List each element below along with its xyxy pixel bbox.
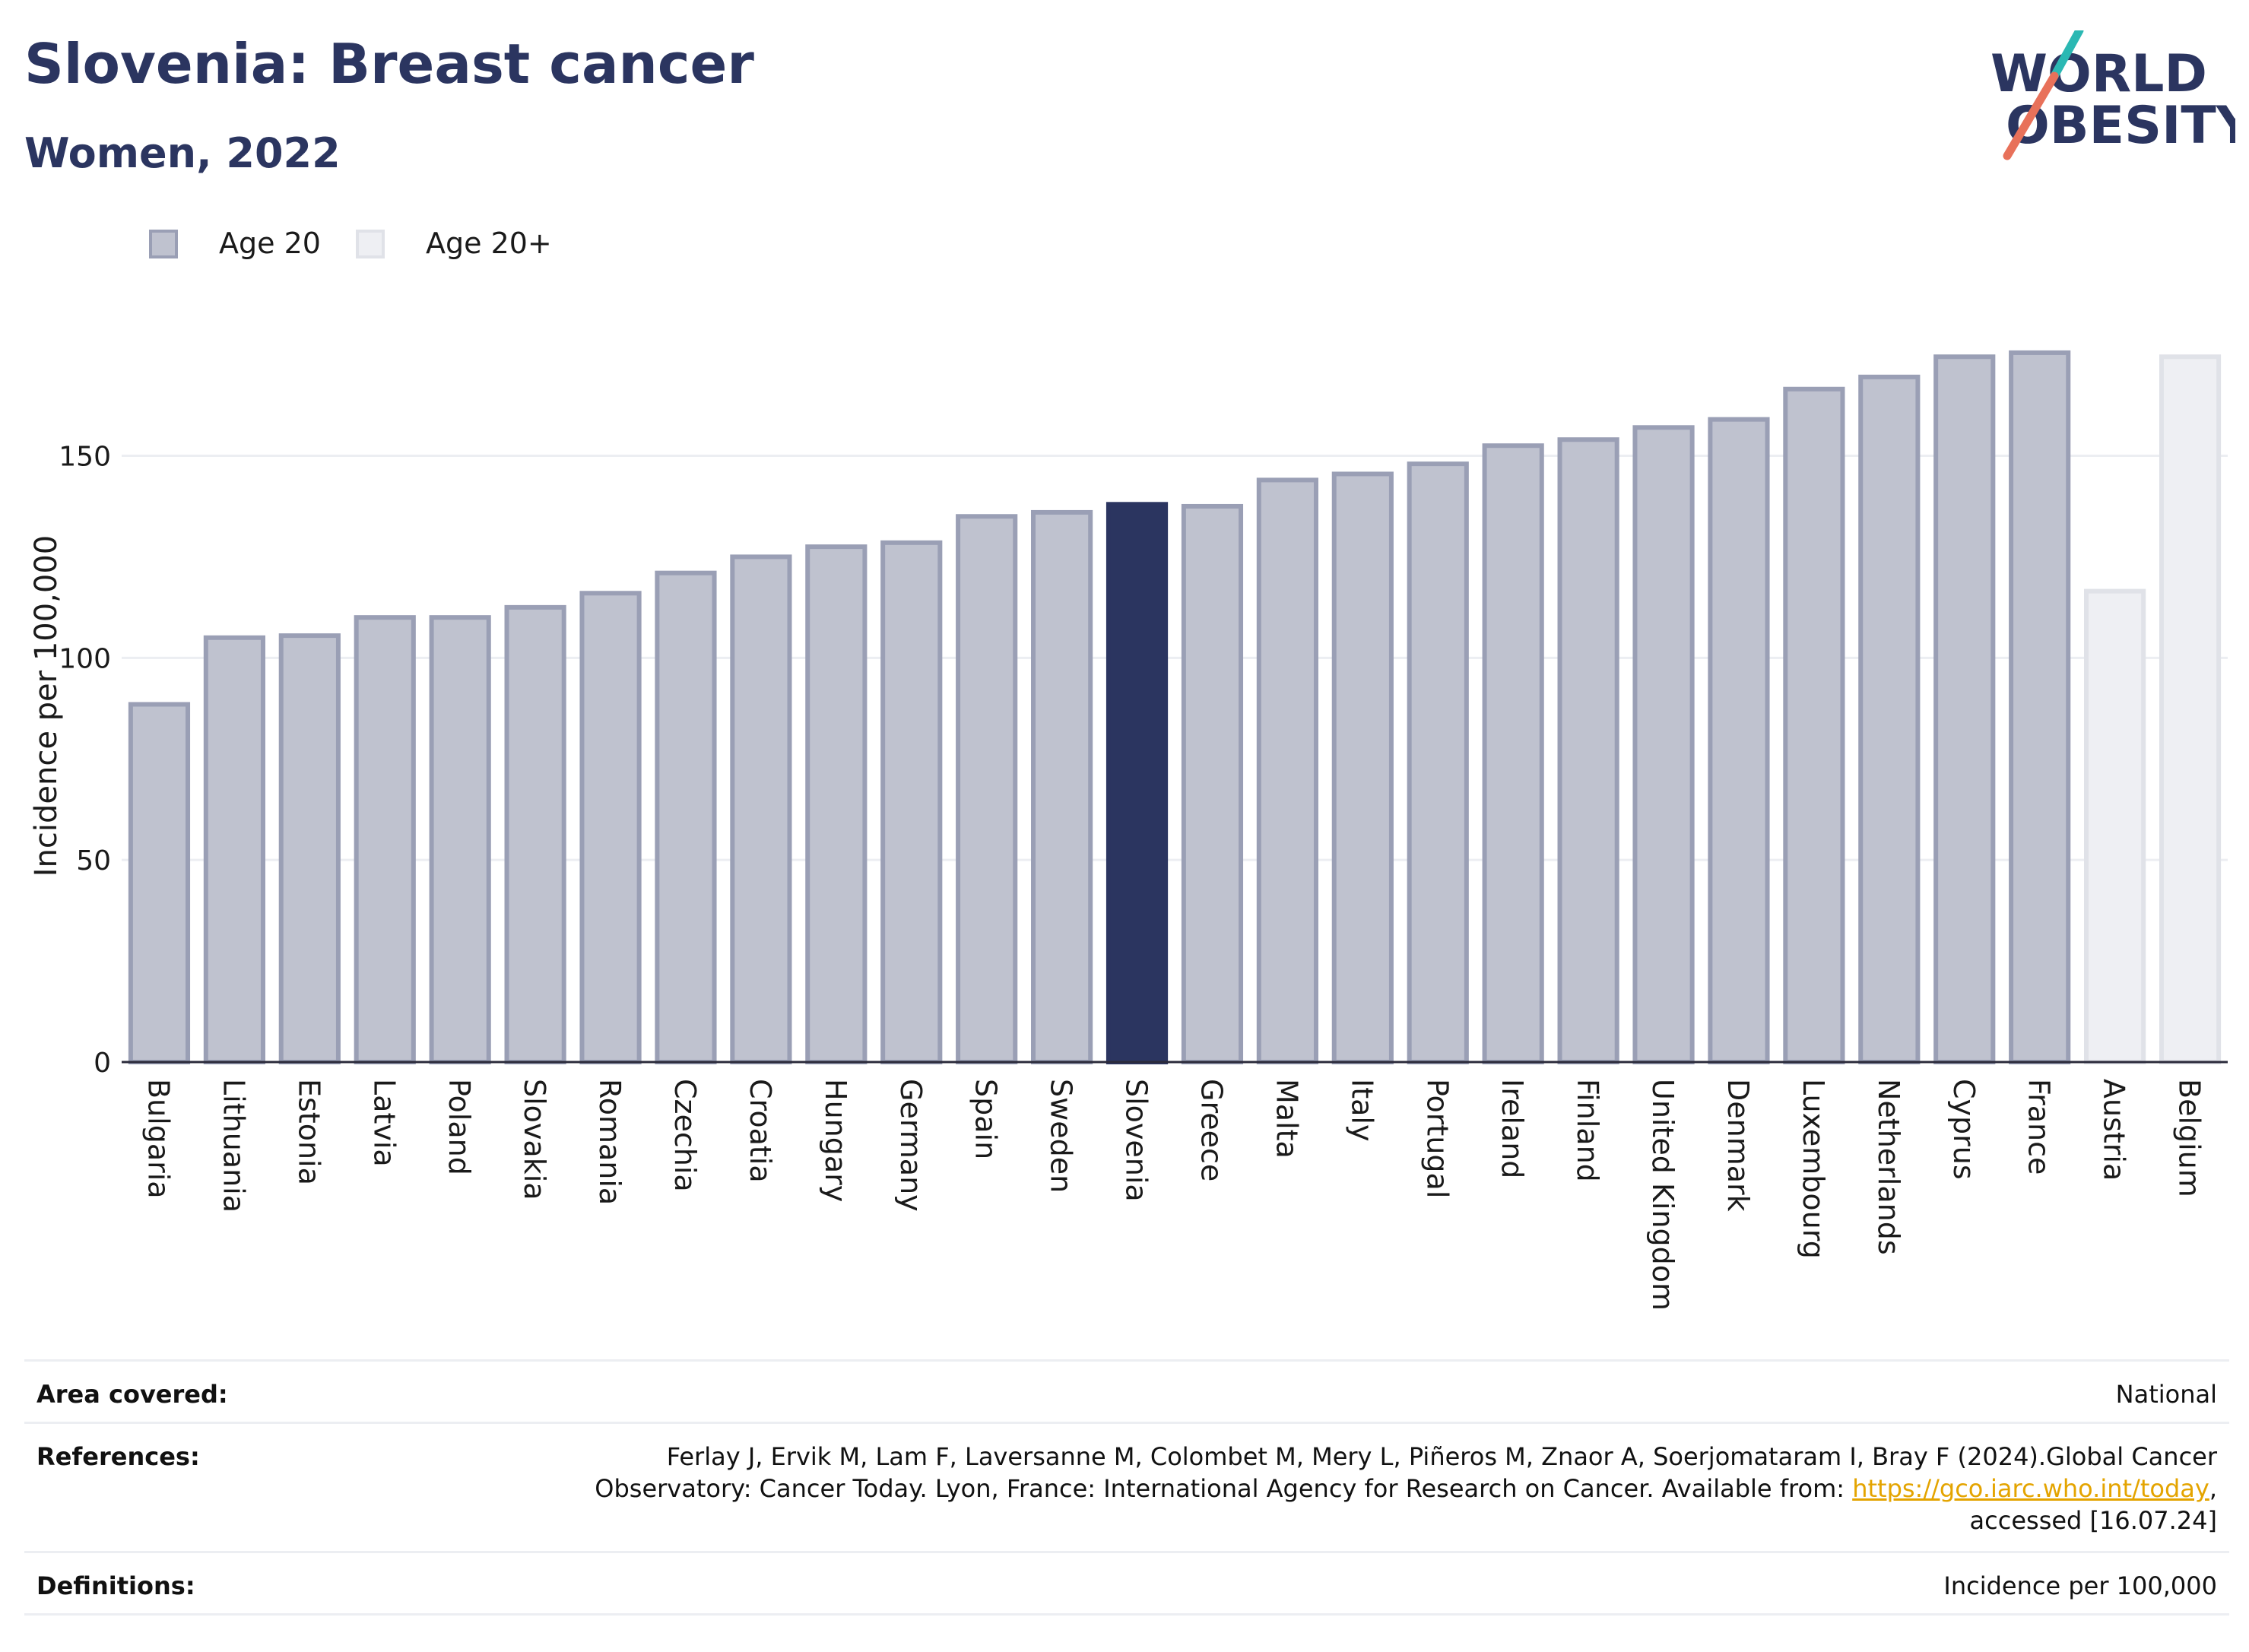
bar-austria bbox=[2084, 588, 2146, 1064]
chart-subtitle: Women, 2022 bbox=[24, 129, 341, 177]
y-tick-label-0: 0 bbox=[94, 1048, 111, 1079]
legend-swatch-age20 bbox=[149, 230, 178, 258]
bar-chart: 0 50 100 150 Incidence per 100,000 Bulgaria Li… bbox=[29, 350, 2228, 1311]
bar-slovenia bbox=[1105, 502, 1169, 1064]
x-tick-label-belgium: Belgium bbox=[2173, 1079, 2206, 1197]
x-tick-label-ireland: Ireland bbox=[1496, 1079, 1529, 1178]
bar-luxembourg bbox=[1783, 386, 1845, 1064]
x-tick-label-hungary: Hungary bbox=[819, 1079, 852, 1202]
meta-row-references: References: Ferlay J, Ervik M, Lam F, La… bbox=[24, 1422, 2229, 1553]
bar-portugal bbox=[1407, 461, 1469, 1064]
ref-line2: Observatory: Cancer Today. Lyon, France:… bbox=[595, 1473, 2217, 1505]
ref-line1: Ferlay J, Ervik M, Lam F, Laversanne M, … bbox=[666, 1442, 2217, 1471]
x-tick-label-slovenia: Slovenia bbox=[1120, 1079, 1153, 1202]
y-axis-label: Incidence per 100,000 bbox=[29, 535, 64, 877]
bar-malta bbox=[1256, 477, 1318, 1064]
bar-ireland bbox=[1482, 443, 1544, 1064]
bar-france bbox=[2009, 350, 2071, 1064]
world-obesity-logo: WORLD OBESITY bbox=[1990, 30, 2235, 160]
x-tick-label-cyprus: Cyprus bbox=[1947, 1079, 1981, 1180]
x-tick-label-malta: Malta bbox=[1270, 1079, 1303, 1159]
bar-czechia bbox=[655, 570, 717, 1064]
x-tick-label-finland: Finland bbox=[1571, 1079, 1604, 1182]
logo-line2: OBESITY bbox=[2006, 96, 2235, 156]
bar-latvia bbox=[354, 615, 416, 1064]
references-label: References: bbox=[36, 1442, 200, 1471]
bar-hungary bbox=[805, 544, 868, 1064]
x-tick-label-lithuania: Lithuania bbox=[217, 1079, 250, 1213]
ref-line2-pre: Observatory: Cancer Today. Lyon, France:… bbox=[595, 1474, 1853, 1503]
y-tick-label-100: 100 bbox=[59, 643, 111, 674]
y-tick-label-150: 150 bbox=[59, 442, 111, 473]
bar-romania bbox=[579, 591, 642, 1064]
x-tick-label-spain: Spain bbox=[969, 1079, 1003, 1159]
x-tick-label-poland: Poland bbox=[443, 1079, 476, 1175]
bar-denmark bbox=[1708, 417, 1770, 1064]
x-tick-label-croatia: Croatia bbox=[744, 1079, 777, 1183]
logo-slash-coral bbox=[2003, 71, 2059, 160]
x-tick-label-portugal: Portugal bbox=[1420, 1079, 1454, 1198]
x-tick-label-romania: Romania bbox=[593, 1079, 626, 1205]
meta-row-definitions: Definitions: Incidence per 100,000 bbox=[24, 1551, 2229, 1616]
area-label: Area covered: bbox=[36, 1380, 228, 1409]
legend-label-age20plus: Age 20+ bbox=[426, 227, 552, 260]
ref-line2-post: , bbox=[2209, 1474, 2217, 1503]
bar-lithuania bbox=[203, 635, 265, 1064]
definitions-value: Incidence per 100,000 bbox=[1943, 1571, 2217, 1600]
meta-row-area: Area covered: National bbox=[24, 1359, 2229, 1424]
logo-line1: WORLD bbox=[1990, 44, 2207, 104]
x-tick-label-austria: Austria bbox=[2098, 1079, 2131, 1181]
x-tick-label-latvia: Latvia bbox=[367, 1079, 401, 1167]
bar-belgium bbox=[2159, 354, 2222, 1065]
definitions-label: Definitions: bbox=[36, 1571, 195, 1600]
x-tick-label-netherlands: Netherlands bbox=[1872, 1079, 1905, 1255]
references-value: Ferlay J, Ervik M, Lam F, Laversanne M, … bbox=[595, 1441, 2217, 1536]
bar-sweden bbox=[1031, 509, 1093, 1064]
area-value: National bbox=[2115, 1380, 2217, 1409]
bar-united-kingdom bbox=[1632, 425, 1695, 1064]
ref-link[interactable]: https://gco.iarc.who.int/today bbox=[1852, 1474, 2209, 1503]
bar-germany bbox=[880, 540, 943, 1064]
chart-title: Slovenia: Breast cancer bbox=[24, 32, 754, 96]
x-tick-label-greece: Greece bbox=[1194, 1079, 1228, 1181]
bar-greece bbox=[1181, 503, 1244, 1064]
bar-slovakia bbox=[504, 604, 566, 1064]
x-tick-label-france: France bbox=[2022, 1079, 2056, 1175]
x-tick-label-luxembourg: Luxembourg bbox=[1797, 1079, 1830, 1259]
meta-bottom-rule bbox=[24, 1613, 2229, 1616]
bar-italy bbox=[1331, 471, 1394, 1064]
x-tick-label-slovakia: Slovakia bbox=[518, 1079, 551, 1200]
legend-swatch-age20plus bbox=[356, 230, 385, 258]
x-tick-label-sweden: Sweden bbox=[1045, 1079, 1078, 1193]
bar-cyprus bbox=[1933, 354, 1996, 1065]
bar-netherlands bbox=[1858, 374, 1921, 1064]
bar-finland bbox=[1557, 437, 1619, 1064]
bar-croatia bbox=[730, 554, 792, 1064]
x-tick-label-denmark: Denmark bbox=[1721, 1079, 1755, 1212]
logo-slash-teal bbox=[2050, 30, 2084, 81]
x-tick-label-italy: Italy bbox=[1345, 1079, 1378, 1141]
x-tick-label-germany: Germany bbox=[894, 1079, 928, 1212]
x-tick-label-bulgaria: Bulgaria bbox=[141, 1079, 175, 1199]
y-tick-label-50: 50 bbox=[76, 845, 111, 877]
bar-poland bbox=[429, 615, 491, 1064]
ref-line3: accessed [16.07.24] bbox=[1969, 1506, 2217, 1535]
legend-label-age20: Age 20 bbox=[219, 227, 321, 260]
bar-bulgaria bbox=[128, 702, 191, 1064]
bar-spain bbox=[956, 514, 1018, 1064]
x-tick-label-czechia: Czechia bbox=[668, 1079, 702, 1192]
x-tick-label-united-kingdom: United Kingdom bbox=[1646, 1079, 1680, 1311]
x-tick-label-estonia: Estonia bbox=[292, 1079, 325, 1185]
bar-estonia bbox=[278, 633, 341, 1064]
